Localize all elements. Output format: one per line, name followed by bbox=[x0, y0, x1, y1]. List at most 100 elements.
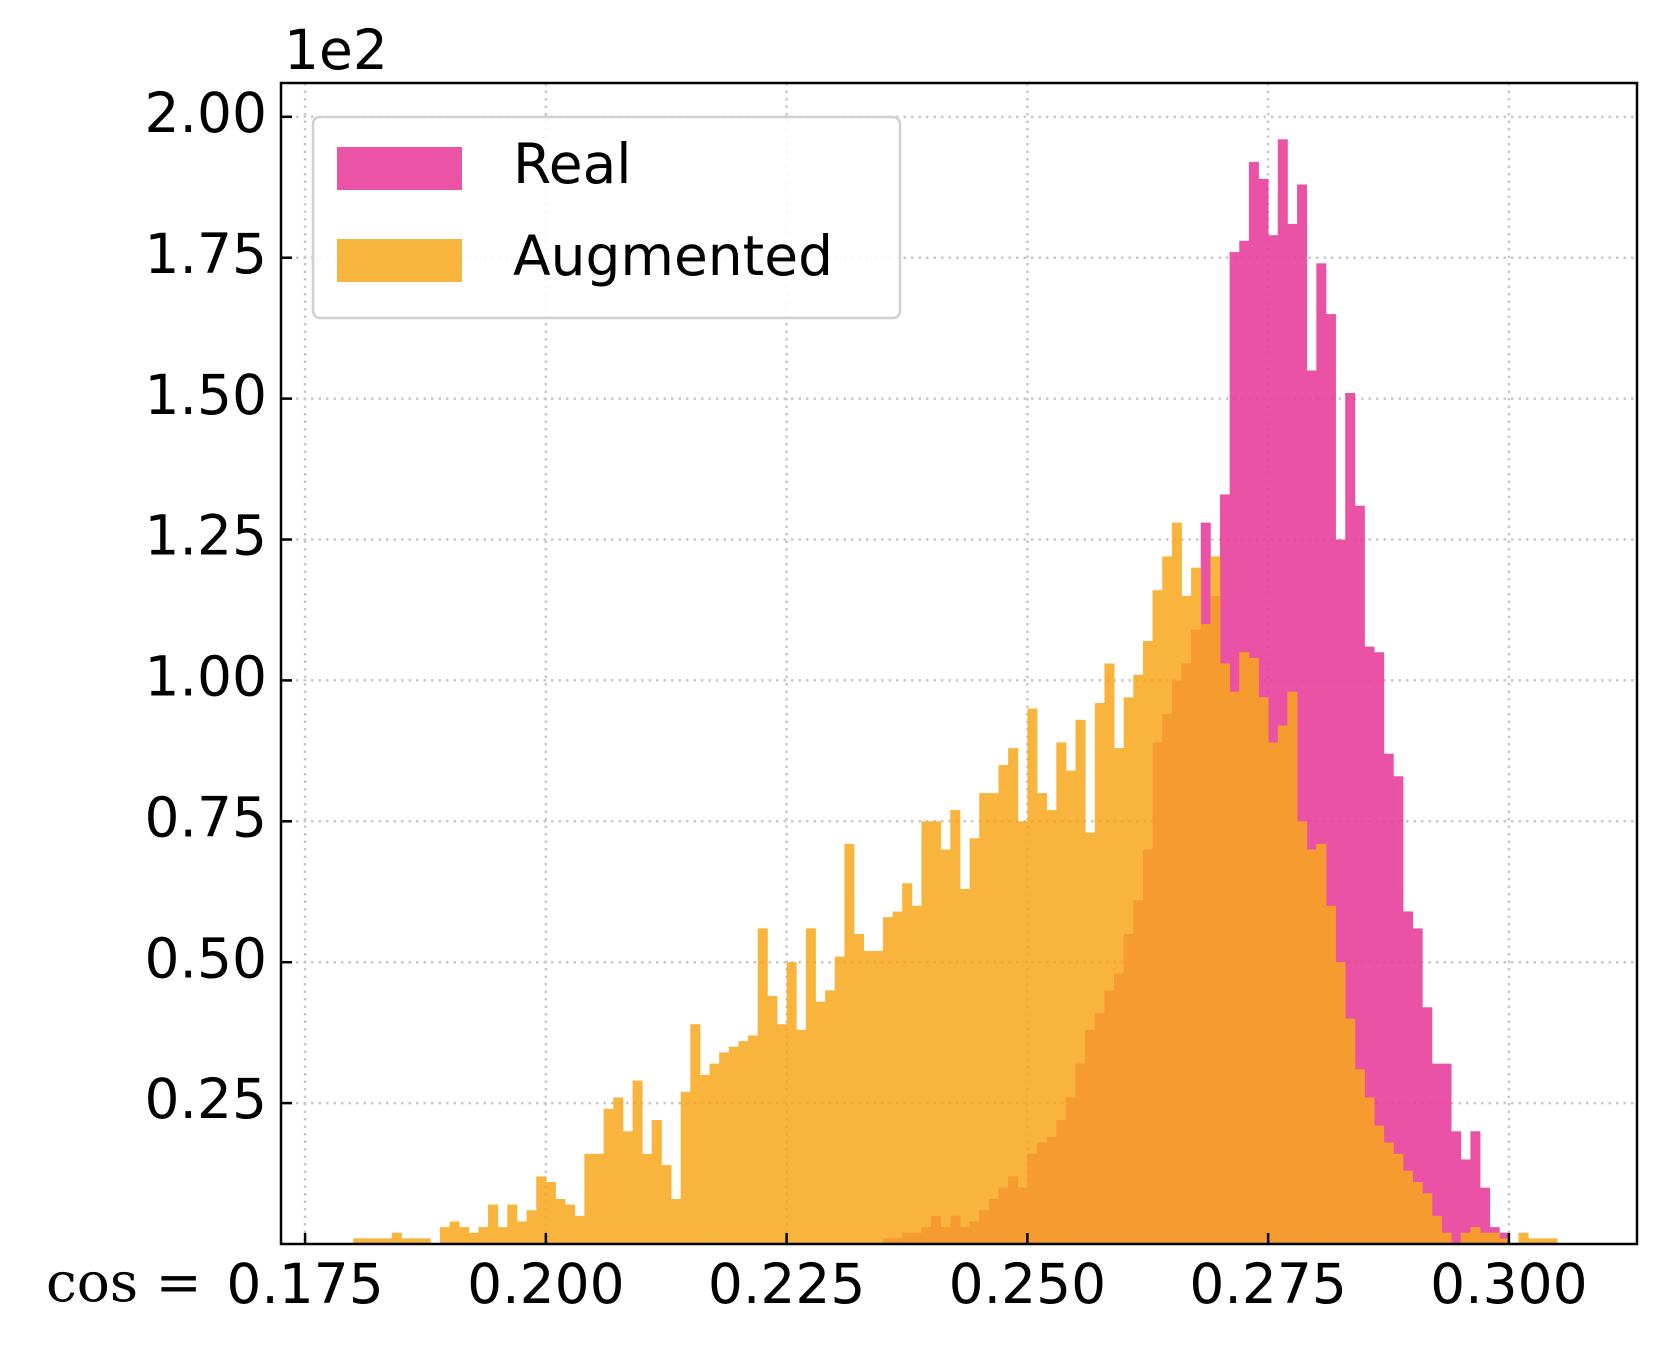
bar bbox=[1431, 1215, 1442, 1244]
bar bbox=[1056, 742, 1067, 1244]
bar bbox=[478, 1227, 489, 1244]
bar bbox=[1537, 1238, 1548, 1244]
x-tick-label: 0.250 bbox=[949, 1252, 1106, 1316]
bar bbox=[420, 1238, 431, 1244]
bar bbox=[1104, 663, 1115, 1244]
y-offset-label: 1e2 bbox=[284, 18, 388, 82]
bar bbox=[391, 1232, 402, 1244]
bar bbox=[1431, 1063, 1442, 1244]
bar bbox=[1046, 810, 1057, 1244]
bar bbox=[353, 1238, 364, 1244]
bar bbox=[1499, 1232, 1510, 1244]
bar bbox=[796, 1029, 807, 1244]
bar bbox=[507, 1204, 518, 1244]
bar bbox=[613, 1097, 624, 1244]
bar bbox=[1114, 748, 1125, 1244]
bar bbox=[738, 1041, 749, 1244]
bar bbox=[622, 1131, 633, 1244]
bar bbox=[565, 1204, 576, 1244]
bar bbox=[411, 1238, 422, 1244]
bar bbox=[1123, 697, 1134, 1244]
bar bbox=[1441, 1232, 1452, 1244]
bar bbox=[1441, 1063, 1452, 1244]
bar bbox=[834, 956, 845, 1244]
bar bbox=[1470, 1131, 1481, 1244]
bar bbox=[699, 1074, 710, 1244]
bar bbox=[1181, 595, 1192, 1244]
bar bbox=[1142, 640, 1153, 1244]
y-tick-label: 1.50 bbox=[145, 363, 267, 427]
bar bbox=[1335, 539, 1346, 1244]
bar bbox=[1191, 567, 1202, 1244]
bar bbox=[1364, 1097, 1375, 1244]
bar bbox=[1422, 1007, 1433, 1244]
y-tick-label: 1.75 bbox=[145, 222, 267, 286]
bar bbox=[1094, 702, 1105, 1244]
bar bbox=[1364, 646, 1375, 1244]
bar bbox=[1200, 624, 1211, 1244]
bar bbox=[680, 1091, 691, 1244]
bar bbox=[1354, 505, 1365, 1244]
x-tick-label: 0.200 bbox=[467, 1252, 624, 1316]
bar bbox=[892, 911, 903, 1244]
bar bbox=[1171, 522, 1182, 1244]
bar bbox=[863, 950, 874, 1244]
legend-label: Augmented bbox=[513, 224, 833, 288]
bar bbox=[776, 1024, 788, 1244]
bar bbox=[1325, 314, 1336, 1244]
bar bbox=[1393, 1153, 1404, 1244]
bar bbox=[1460, 1159, 1471, 1244]
bar bbox=[709, 1063, 720, 1244]
bar bbox=[1248, 657, 1259, 1244]
plot-frame bbox=[279, 81, 1639, 1246]
y-tick-label: 0.75 bbox=[145, 785, 267, 849]
bar bbox=[767, 996, 778, 1244]
bar bbox=[593, 1153, 605, 1244]
bar bbox=[882, 917, 893, 1244]
y-tick-label: 0.50 bbox=[145, 926, 267, 990]
bar bbox=[940, 849, 951, 1244]
bar bbox=[603, 1108, 614, 1244]
bar bbox=[1325, 905, 1336, 1244]
bar bbox=[1499, 1238, 1510, 1244]
bar bbox=[632, 1080, 643, 1244]
bar bbox=[1489, 1232, 1500, 1244]
bar bbox=[844, 843, 855, 1244]
series-bars bbox=[353, 522, 1558, 1244]
bar bbox=[1547, 1238, 1558, 1244]
legend-label: Real bbox=[513, 132, 632, 196]
bar bbox=[690, 1024, 701, 1244]
bar bbox=[1480, 1187, 1491, 1244]
bar bbox=[459, 1227, 470, 1244]
bar bbox=[1306, 849, 1317, 1244]
x-tick-label: 0.175 bbox=[226, 1252, 383, 1316]
bar bbox=[1412, 1182, 1423, 1244]
bar bbox=[1027, 708, 1038, 1244]
bar bbox=[1008, 748, 1019, 1244]
bar bbox=[497, 1227, 508, 1244]
bar bbox=[988, 793, 999, 1244]
legend-swatch bbox=[337, 239, 462, 282]
bar bbox=[1422, 1193, 1433, 1244]
bar bbox=[1374, 1125, 1385, 1244]
bar bbox=[815, 1001, 826, 1244]
bar bbox=[757, 928, 768, 1244]
bar bbox=[449, 1221, 460, 1244]
bar bbox=[719, 1052, 730, 1244]
y-tick-label: 0.25 bbox=[145, 1067, 267, 1131]
bar bbox=[1297, 184, 1308, 1244]
bar bbox=[1085, 832, 1096, 1244]
bar bbox=[1133, 674, 1144, 1244]
bar bbox=[1229, 691, 1240, 1244]
bar bbox=[1345, 392, 1356, 1245]
bar bbox=[382, 1238, 393, 1244]
bar bbox=[1306, 370, 1317, 1245]
bar bbox=[1017, 821, 1028, 1244]
bar bbox=[911, 905, 922, 1244]
bar bbox=[931, 821, 942, 1244]
bar bbox=[1393, 776, 1404, 1244]
bar bbox=[959, 888, 970, 1244]
bar bbox=[1239, 652, 1250, 1244]
